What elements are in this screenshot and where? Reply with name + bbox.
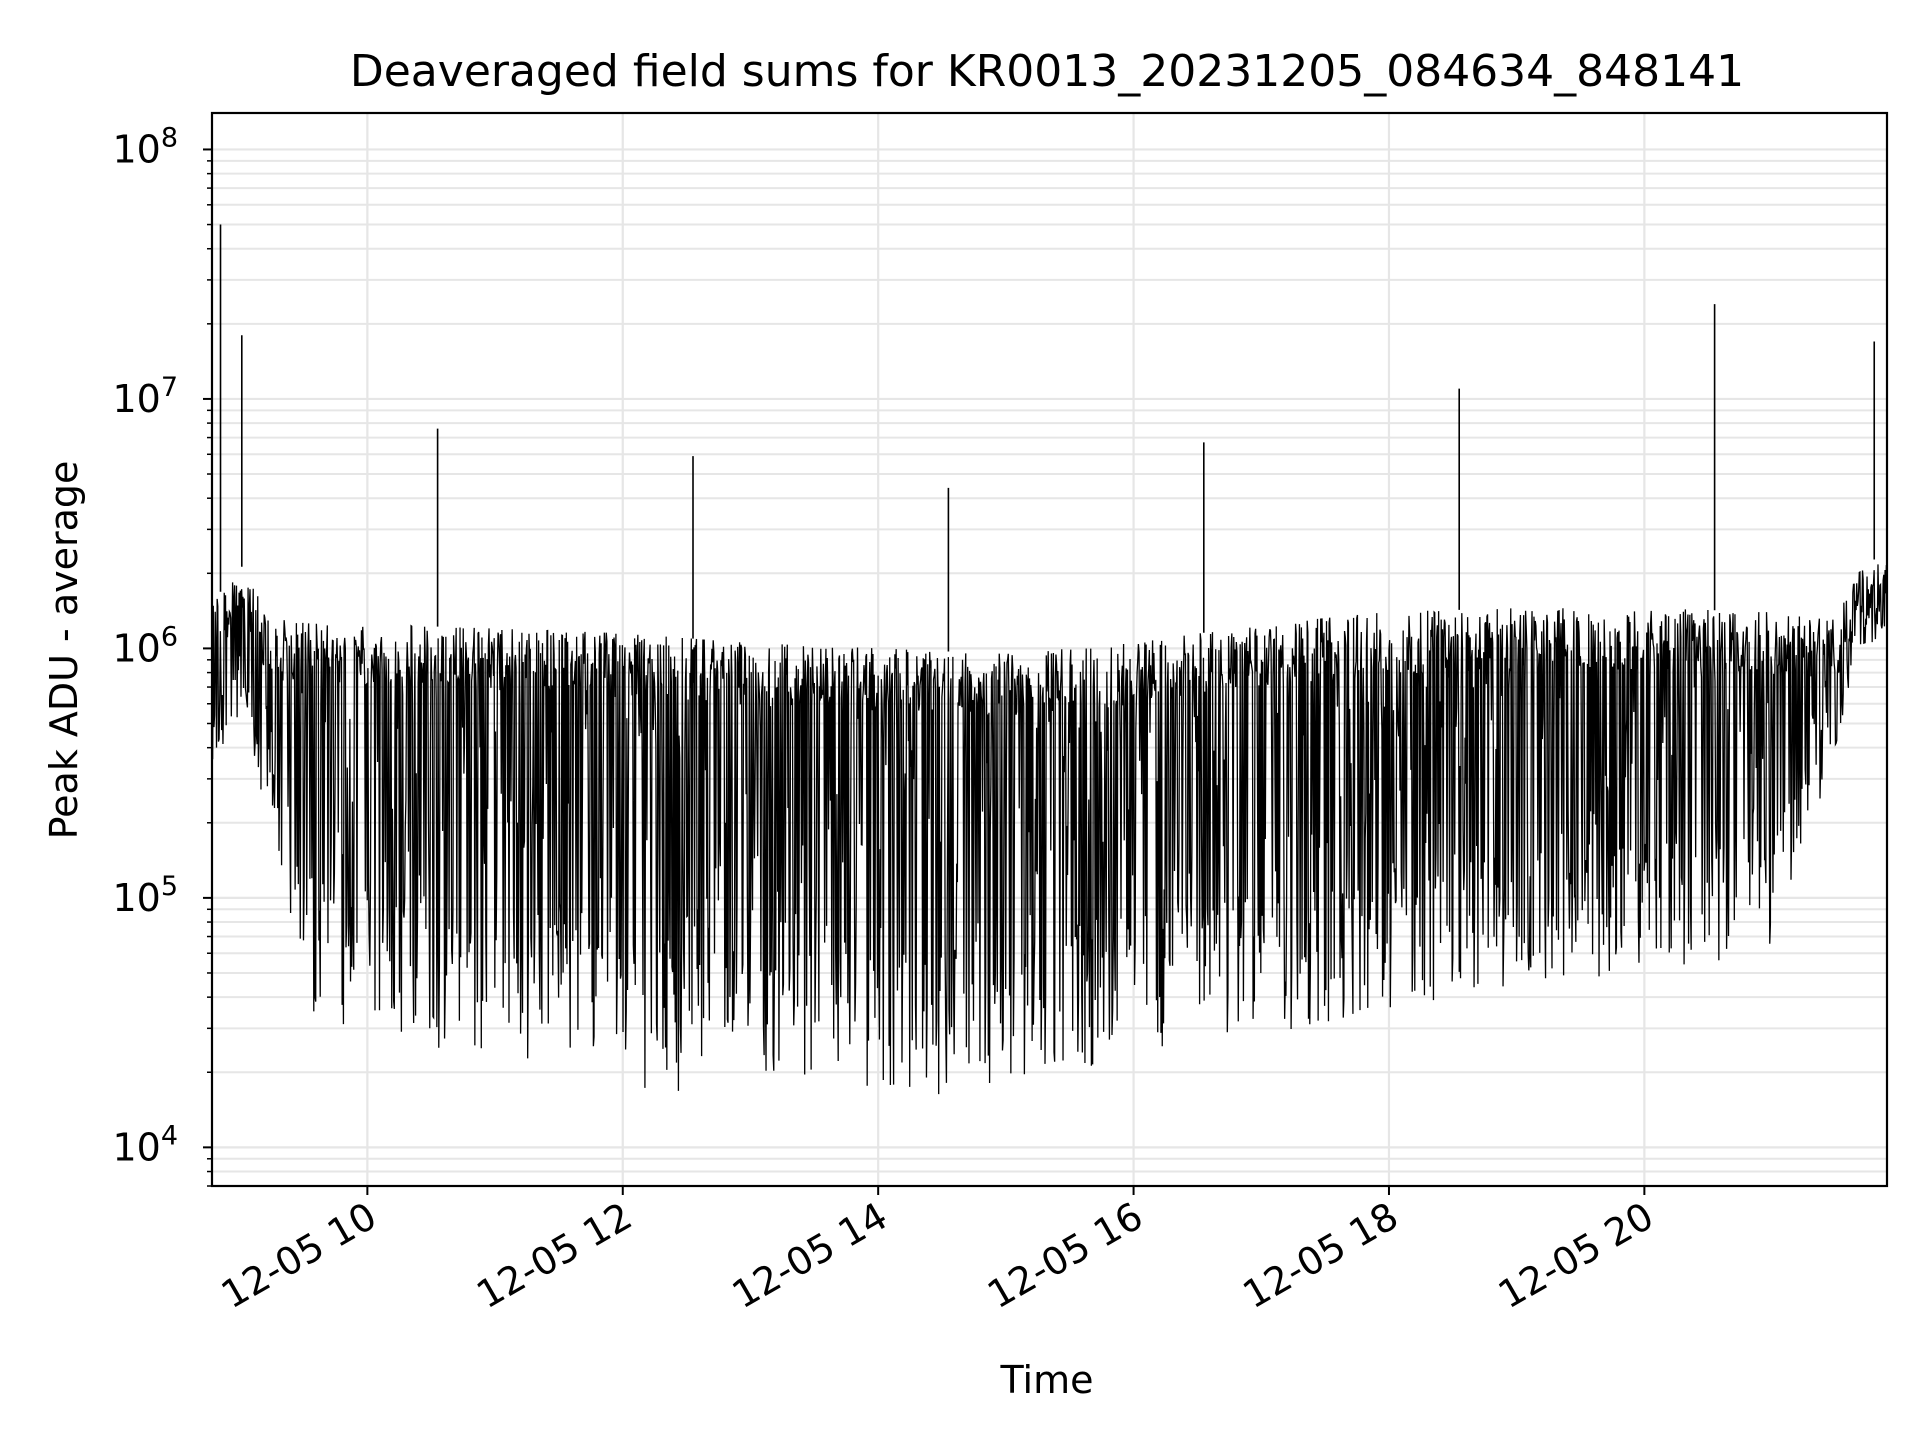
y-tick-label: 104: [112, 1120, 178, 1169]
y-tick-base: 10: [112, 626, 160, 670]
y-tick-base: 10: [112, 377, 160, 421]
y-tick-base: 10: [112, 127, 160, 171]
y-tick-exponent: 4: [161, 1120, 178, 1151]
y-tick-label: 108: [112, 122, 178, 171]
series-line: [211, 564, 1888, 1095]
y-tick-label: 105: [112, 871, 178, 920]
x-axis-label: Time: [1000, 1358, 1094, 1402]
y-tick-exponent: 5: [161, 871, 178, 902]
y-tick-exponent: 8: [161, 122, 178, 153]
y-tick-label: 106: [112, 621, 178, 670]
y-tick-exponent: 6: [161, 621, 178, 652]
y-tick-base: 10: [112, 876, 160, 920]
plot-frame: [210, 111, 1889, 1188]
grid: [212, 113, 1887, 1187]
y-tick-base: 10: [112, 1125, 160, 1169]
y-tick-exponent: 7: [161, 372, 178, 403]
y-tick-label: 107: [112, 372, 178, 421]
y-axis-label: Peak ADU - average: [42, 461, 86, 840]
chart-title: Deaveraged field sums for KR0013_2023120…: [350, 46, 1744, 97]
